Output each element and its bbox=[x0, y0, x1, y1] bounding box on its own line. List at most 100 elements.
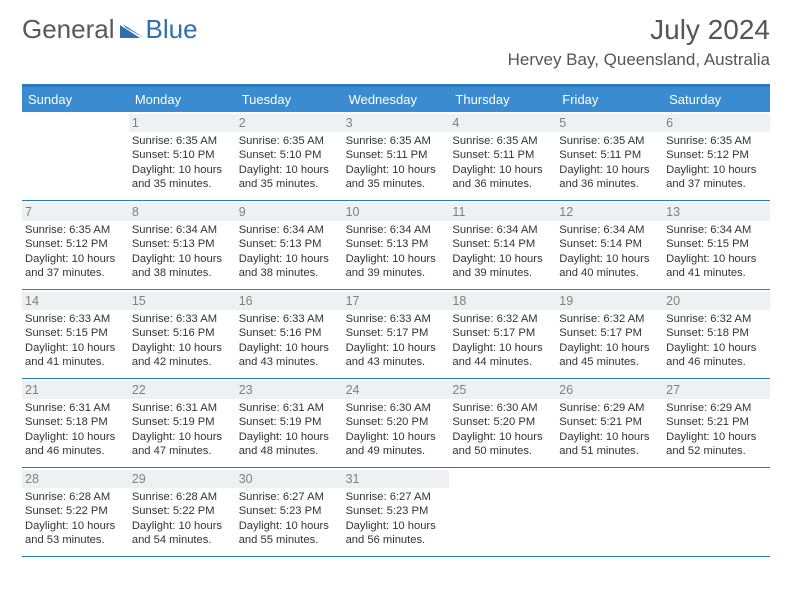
day-number: 6 bbox=[663, 114, 770, 132]
calendar-cell: 26Sunrise: 6:29 AMSunset: 5:21 PMDayligh… bbox=[556, 379, 663, 467]
sunrise-text: Sunrise: 6:27 AM bbox=[346, 490, 447, 504]
day-number: 12 bbox=[556, 203, 663, 221]
daylight-text-2: and 52 minutes. bbox=[666, 444, 767, 458]
day-number: 21 bbox=[22, 381, 129, 399]
calendar-week-row: 7Sunrise: 6:35 AMSunset: 5:12 PMDaylight… bbox=[22, 201, 770, 290]
calendar-cell: 28Sunrise: 6:28 AMSunset: 5:22 PMDayligh… bbox=[22, 468, 129, 556]
day-number: 17 bbox=[343, 292, 450, 310]
calendar-week-row: 28Sunrise: 6:28 AMSunset: 5:22 PMDayligh… bbox=[22, 468, 770, 557]
logo-triangle-icon bbox=[120, 14, 146, 45]
daylight-text-1: Daylight: 10 hours bbox=[239, 163, 340, 177]
daylight-text-2: and 49 minutes. bbox=[346, 444, 447, 458]
daylight-text-2: and 39 minutes. bbox=[346, 266, 447, 280]
sunset-text: Sunset: 5:23 PM bbox=[239, 504, 340, 518]
daylight-text-1: Daylight: 10 hours bbox=[132, 430, 233, 444]
calendar-cell: 23 Sunrise: 6:31 AMSunset: 5:19 PMDayligh… bbox=[236, 379, 343, 467]
sunset-text: Sunset: 5:14 PM bbox=[559, 237, 660, 251]
daylight-text-1: Daylight: 10 hours bbox=[452, 430, 553, 444]
daylight-text-1: Daylight: 10 hours bbox=[346, 163, 447, 177]
daylight-text-2: and 50 minutes. bbox=[452, 444, 553, 458]
calendar-week-row: 1Sunrise: 6:35 AMSunset: 5:10 PMDaylight… bbox=[22, 112, 770, 201]
page-header: General Blue July 2024 Hervey Bay, Queen… bbox=[22, 14, 770, 70]
day-number: 22 bbox=[129, 381, 236, 399]
day-number: 24 bbox=[343, 381, 450, 399]
sunrise-text: Sunrise: 6:32 AM bbox=[666, 312, 767, 326]
calendar-cell-empty bbox=[22, 112, 129, 200]
sunrise-text: Sunrise: 6:30 AM bbox=[346, 401, 447, 415]
sunrise-text: Sunrise: 6:31 AM bbox=[132, 401, 233, 415]
month-title: July 2024 bbox=[508, 14, 770, 46]
sunset-text: Sunset: 5:20 PM bbox=[452, 415, 553, 429]
daylight-text-1: Daylight: 10 hours bbox=[25, 252, 126, 266]
calendar-cell-empty bbox=[663, 468, 770, 556]
calendar-cell: 25Sunrise: 6:30 AMSunset: 5:20 PMDayligh… bbox=[449, 379, 556, 467]
calendar-body: 1Sunrise: 6:35 AMSunset: 5:10 PMDaylight… bbox=[22, 112, 770, 557]
calendar-cell: 17Sunrise: 6:33 AMSunset: 5:17 PMDayligh… bbox=[343, 290, 450, 378]
calendar-cell: 29Sunrise: 6:28 AMSunset: 5:22 PMDayligh… bbox=[129, 468, 236, 556]
sunrise-text: Sunrise: 6:28 AM bbox=[25, 490, 126, 504]
sunrise-text: Sunrise: 6:33 AM bbox=[346, 312, 447, 326]
day-number: 2 bbox=[236, 114, 343, 132]
calendar-cell: 5Sunrise: 6:35 AMSunset: 5:11 PMDaylight… bbox=[556, 112, 663, 200]
daylight-text-2: and 41 minutes. bbox=[25, 355, 126, 369]
calendar-cell: 19Sunrise: 6:32 AMSunset: 5:17 PMDayligh… bbox=[556, 290, 663, 378]
daylight-text-2: and 43 minutes. bbox=[239, 355, 340, 369]
sunset-text: Sunset: 5:22 PM bbox=[25, 504, 126, 518]
daylight-text-2: and 54 minutes. bbox=[132, 533, 233, 547]
daylight-text-2: and 47 minutes. bbox=[132, 444, 233, 458]
daylight-text-2: and 37 minutes. bbox=[666, 177, 767, 191]
day-number: 15 bbox=[129, 292, 236, 310]
calendar-cell: 30Sunrise: 6:27 AMSunset: 5:23 PMDayligh… bbox=[236, 468, 343, 556]
daylight-text-1: Daylight: 10 hours bbox=[346, 519, 447, 533]
daylight-text-2: and 36 minutes. bbox=[559, 177, 660, 191]
daylight-text-1: Daylight: 10 hours bbox=[559, 252, 660, 266]
sunrise-text: Sunrise: 6:34 AM bbox=[346, 223, 447, 237]
daylight-text-1: Daylight: 10 hours bbox=[239, 252, 340, 266]
daylight-text-2: and 42 minutes. bbox=[132, 355, 233, 369]
sunrise-text: Sunrise: 6:34 AM bbox=[559, 223, 660, 237]
day-number: 16 bbox=[236, 292, 343, 310]
daylight-text-2: and 46 minutes. bbox=[25, 444, 126, 458]
sunrise-text: Sunrise: 6:35 AM bbox=[346, 134, 447, 148]
weekday-header: Thursday bbox=[449, 87, 556, 112]
day-number: 18 bbox=[449, 292, 556, 310]
sunrise-text: Sunrise: 6:27 AM bbox=[239, 490, 340, 504]
weekday-header: Saturday bbox=[663, 87, 770, 112]
calendar-cell: 9Sunrise: 6:34 AMSunset: 5:13 PMDaylight… bbox=[236, 201, 343, 289]
daylight-text-1: Daylight: 10 hours bbox=[132, 341, 233, 355]
sunrise-text: Sunrise: 6:31 AM bbox=[239, 401, 340, 415]
sunrise-text: Sunrise: 6:35 AM bbox=[666, 134, 767, 148]
calendar-cell: 12 Sunrise: 6:34 AMSunset: 5:14 PMDayligh… bbox=[556, 201, 663, 289]
sunset-text: Sunset: 5:16 PM bbox=[239, 326, 340, 340]
day-number: 29 bbox=[129, 470, 236, 488]
day-number: 23 bbox=[236, 381, 343, 399]
location-subtitle: Hervey Bay, Queensland, Australia bbox=[508, 50, 770, 70]
calendar-cell: 10Sunrise: 6:34 AMSunset: 5:13 PMDayligh… bbox=[343, 201, 450, 289]
daylight-text-2: and 38 minutes. bbox=[239, 266, 340, 280]
sunset-text: Sunset: 5:19 PM bbox=[239, 415, 340, 429]
daylight-text-1: Daylight: 10 hours bbox=[452, 252, 553, 266]
daylight-text-1: Daylight: 10 hours bbox=[239, 519, 340, 533]
daylight-text-2: and 48 minutes. bbox=[239, 444, 340, 458]
daylight-text-1: Daylight: 10 hours bbox=[346, 430, 447, 444]
sunrise-text: Sunrise: 6:29 AM bbox=[666, 401, 767, 415]
day-number: 10 bbox=[343, 203, 450, 221]
calendar-cell: 24Sunrise: 6:30 AMSunset: 5:20 PMDayligh… bbox=[343, 379, 450, 467]
sunset-text: Sunset: 5:18 PM bbox=[666, 326, 767, 340]
daylight-text-1: Daylight: 10 hours bbox=[239, 430, 340, 444]
sunset-text: Sunset: 5:10 PM bbox=[132, 148, 233, 162]
daylight-text-2: and 53 minutes. bbox=[25, 533, 126, 547]
sunrise-text: Sunrise: 6:31 AM bbox=[25, 401, 126, 415]
sunset-text: Sunset: 5:17 PM bbox=[346, 326, 447, 340]
day-number: 9 bbox=[236, 203, 343, 221]
sunset-text: Sunset: 5:11 PM bbox=[346, 148, 447, 162]
sunset-text: Sunset: 5:17 PM bbox=[452, 326, 553, 340]
daylight-text-2: and 40 minutes. bbox=[559, 266, 660, 280]
sunrise-text: Sunrise: 6:33 AM bbox=[239, 312, 340, 326]
daylight-text-2: and 35 minutes. bbox=[132, 177, 233, 191]
sunrise-text: Sunrise: 6:34 AM bbox=[132, 223, 233, 237]
daylight-text-1: Daylight: 10 hours bbox=[559, 163, 660, 177]
calendar-cell: 13Sunrise: 6:34 AMSunset: 5:15 PMDayligh… bbox=[663, 201, 770, 289]
brand-logo: General Blue bbox=[22, 14, 198, 45]
calendar-cell: 2Sunrise: 6:35 AMSunset: 5:10 PMDaylight… bbox=[236, 112, 343, 200]
